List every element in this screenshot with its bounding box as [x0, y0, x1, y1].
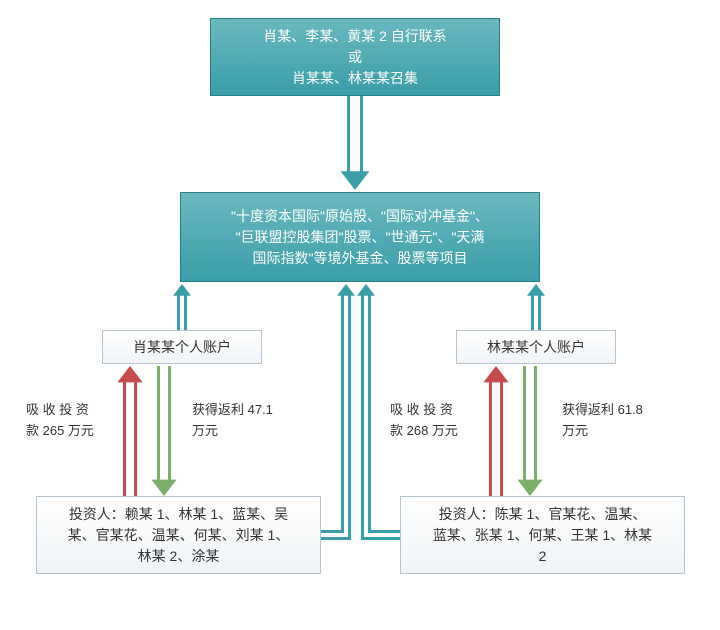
node-inv_left-line: 林某 2、涂某	[68, 546, 290, 567]
node-top-line: 或	[263, 47, 447, 68]
arrow-right-green-down	[517, 366, 542, 496]
arrow-left-green-down	[151, 366, 176, 496]
node-acct_right-line: 林某某个人账户	[487, 337, 585, 358]
label-left_in-line: 款 265 万元	[26, 421, 94, 442]
arrow-right-red-up	[483, 366, 508, 496]
label-right_in-line: 款 268 万元	[390, 421, 458, 442]
label-left_in-line: 吸 收 投 资	[26, 400, 94, 421]
arrow-acctR-to-mid	[527, 284, 545, 330]
node-inv_left-line: 投资人：赖某 1、林某 1、蓝某、吴	[68, 504, 290, 525]
label-left_out-line: 万元	[192, 421, 273, 442]
node-inv_right: 投资人：陈某 1、官某花、温某、蓝某、张某 1、何某、王某 1、林某2	[400, 496, 685, 574]
node-mid-line: "巨联盟控股集团"股票、"世通元"、"天满	[231, 227, 489, 248]
node-mid: "十度资本国际"原始股、"国际对冲基金"、"巨联盟控股集团"股票、"世通元"、"…	[180, 192, 540, 282]
node-mid-line: "十度资本国际"原始股、"国际对冲基金"、	[231, 206, 489, 227]
node-inv_right-line: 蓝某、张某 1、何某、王某 1、林某	[433, 525, 652, 546]
node-top-line: 肖某、李某、黄某 2 自行联系	[263, 26, 447, 47]
node-inv_left: 投资人：赖某 1、林某 1、蓝某、吴某、官某花、温某、何某、刘某 1、林某 2、…	[36, 496, 321, 574]
label-right_out: 获得返利 61.8万元	[562, 400, 643, 442]
label-right_out-line: 万元	[562, 421, 643, 442]
label-right_out-line: 获得返利 61.8	[562, 400, 643, 421]
node-mid-line: 国际指数"等境外基金、股票等项目	[231, 248, 489, 269]
node-inv_right-line: 2	[433, 546, 652, 567]
label-left_in: 吸 收 投 资款 265 万元	[26, 400, 94, 442]
node-top: 肖某、李某、黄某 2 自行联系或肖某某、林某某召集	[210, 18, 500, 96]
arrow-left-red-up	[117, 366, 142, 496]
label-right_in-line: 吸 收 投 资	[390, 400, 458, 421]
node-top-line: 肖某某、林某某召集	[263, 68, 447, 89]
node-acct_left: 肖某某个人账户	[102, 330, 262, 364]
node-acct_left-line: 肖某某个人账户	[133, 337, 231, 358]
node-acct_right: 林某某个人账户	[456, 330, 616, 364]
label-left_out: 获得返利 47.1万元	[192, 400, 273, 442]
label-left_out-line: 获得返利 47.1	[192, 400, 273, 421]
arrow-top-to-mid	[341, 96, 370, 190]
arrow-acctL-to-mid	[173, 284, 191, 330]
label-right_in: 吸 收 投 资款 268 万元	[390, 400, 458, 442]
arrow-invL-to-mid	[321, 284, 355, 535]
node-inv_right-line: 投资人：陈某 1、官某花、温某、	[433, 504, 652, 525]
node-inv_left-line: 某、官某花、温某、何某、刘某 1、	[68, 525, 290, 546]
